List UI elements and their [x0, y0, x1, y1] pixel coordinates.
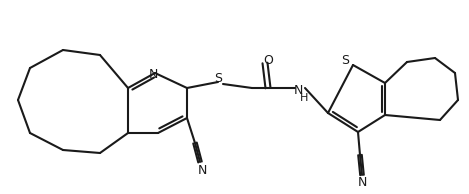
Text: O: O: [263, 55, 273, 68]
Text: N: N: [357, 177, 367, 190]
Text: N: N: [197, 164, 207, 177]
Text: N: N: [148, 68, 158, 81]
Text: H: H: [300, 93, 308, 103]
Text: S: S: [214, 73, 222, 86]
Text: N: N: [293, 85, 303, 98]
Text: S: S: [341, 54, 349, 67]
